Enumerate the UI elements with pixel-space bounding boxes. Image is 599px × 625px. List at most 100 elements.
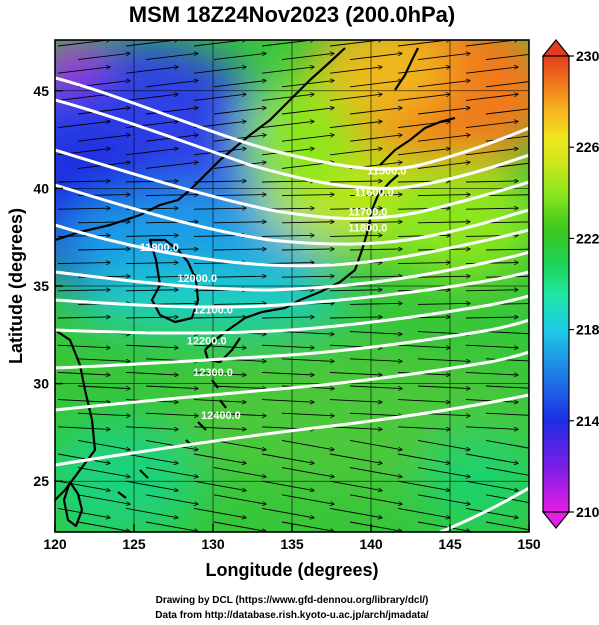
y-tick-label: 35 bbox=[33, 278, 49, 294]
streamline-arrow bbox=[329, 181, 382, 182]
streamline-arrow bbox=[329, 453, 382, 463]
streamline-arrow bbox=[281, 358, 334, 362]
streamline-arrow bbox=[329, 507, 382, 517]
streamline-arrow bbox=[281, 521, 334, 531]
streamline-arrow bbox=[281, 439, 334, 449]
streamline-arrow bbox=[77, 358, 130, 362]
streamline-arrow bbox=[77, 521, 130, 531]
streamline-arrow bbox=[397, 94, 450, 101]
streamline-arrow bbox=[193, 181, 246, 182]
streamline-arrow bbox=[193, 480, 246, 490]
streamline-arrow bbox=[261, 399, 314, 403]
streamline-arrow bbox=[397, 426, 450, 430]
colorbar-tick-label: 230 bbox=[576, 48, 599, 64]
streamline-arrow bbox=[125, 317, 178, 318]
streamline-arrow bbox=[465, 507, 518, 517]
streamline-arrow bbox=[329, 371, 382, 375]
streamline-arrow bbox=[261, 371, 314, 375]
streamline-arrow bbox=[485, 135, 529, 142]
streamline-arrow bbox=[485, 521, 529, 531]
streamline-arrow bbox=[77, 222, 130, 223]
streamline-arrow bbox=[349, 412, 402, 416]
streamline-arrow bbox=[145, 222, 198, 223]
streamline-arrow bbox=[77, 412, 130, 416]
streamline-arrow bbox=[261, 149, 314, 156]
streamline-arrow bbox=[57, 399, 110, 403]
streamline-arrow bbox=[125, 149, 178, 156]
x-tick-label: 125 bbox=[122, 536, 146, 552]
colorbar-scale bbox=[542, 55, 570, 513]
colorbar-bottom-triangle bbox=[541, 511, 571, 529]
streamline-arrow bbox=[77, 494, 130, 504]
streamline-arrow bbox=[465, 263, 518, 264]
streamline-arrow bbox=[261, 453, 314, 463]
x-tick-label: 145 bbox=[438, 536, 462, 552]
streamline-arrow bbox=[193, 67, 246, 74]
contour-label: 11500.0 bbox=[367, 166, 406, 178]
streamline-arrow bbox=[281, 195, 334, 196]
streamline-arrow bbox=[465, 317, 518, 318]
streamline-arrow bbox=[57, 453, 110, 463]
streamline-arrow bbox=[145, 494, 198, 504]
streamline-arrow bbox=[57, 181, 110, 182]
streamline-arrow bbox=[349, 222, 402, 223]
streamline-arrow bbox=[77, 108, 130, 115]
streamline-arrow bbox=[465, 235, 518, 236]
contour-label: 11600.0 bbox=[355, 187, 394, 199]
streamline-arrow bbox=[349, 439, 402, 449]
streamline-arrow bbox=[145, 521, 198, 531]
contour-label: 12200.0 bbox=[187, 336, 227, 348]
streamline-arrow bbox=[57, 371, 110, 375]
streamline-arrow bbox=[77, 53, 130, 61]
streamline-arrow bbox=[417, 494, 470, 504]
streamline-arrow bbox=[349, 303, 402, 304]
streamline-arrow bbox=[349, 53, 402, 61]
streamline-arrow bbox=[281, 135, 334, 142]
streamline-arrow bbox=[349, 135, 402, 142]
streamline-arrow bbox=[145, 108, 198, 115]
contour-label: 12400.0 bbox=[201, 410, 241, 422]
streamline-arrow bbox=[281, 108, 334, 115]
streamline-arrow bbox=[57, 208, 110, 209]
y-tick-label: 40 bbox=[33, 180, 49, 196]
streamline-arrow bbox=[329, 290, 382, 291]
streamline-arrow bbox=[193, 94, 246, 101]
streamline-arrow bbox=[465, 426, 518, 430]
streamline-arrow bbox=[417, 162, 470, 169]
contour-label: 11700.0 bbox=[348, 207, 387, 219]
streamline-arrow bbox=[281, 249, 334, 250]
streamline-arrow bbox=[485, 494, 529, 503]
streamline-arrow bbox=[465, 480, 518, 490]
height-contours bbox=[55, 76, 529, 532]
streamline-arrow bbox=[261, 235, 314, 236]
streamline-arrow bbox=[465, 67, 518, 74]
streamline-arrow bbox=[145, 195, 198, 196]
colorbar-tick-label: 218 bbox=[576, 322, 599, 338]
streamline-arrow bbox=[349, 521, 402, 531]
streamline-arrow bbox=[213, 249, 266, 250]
streamline-arrow bbox=[193, 208, 246, 209]
streamline-arrow bbox=[261, 507, 314, 517]
contour-label: 12100.0 bbox=[193, 304, 233, 316]
streamline-arrow bbox=[485, 467, 529, 476]
streamline-arrow bbox=[213, 521, 266, 531]
streamline-arrow bbox=[261, 121, 314, 129]
streamline-arrow bbox=[349, 331, 402, 335]
streamline-arrow bbox=[349, 494, 402, 504]
streamline-arrow bbox=[57, 426, 110, 430]
streamline-arrow bbox=[397, 344, 450, 348]
streamline-arrow bbox=[349, 81, 402, 88]
colorbar-top-triangle bbox=[541, 39, 571, 57]
streamline-arrow bbox=[329, 121, 382, 129]
streamline-arrow bbox=[397, 399, 450, 403]
streamline-arrow bbox=[349, 358, 402, 362]
streamline-arrow bbox=[213, 303, 266, 304]
streamline-arrow bbox=[349, 195, 402, 196]
streamline-arrow bbox=[417, 222, 470, 223]
y-tick-label: 45 bbox=[33, 83, 49, 99]
streamline-arrow bbox=[465, 453, 518, 463]
streamline-arrow bbox=[261, 480, 314, 490]
streamline-arrow bbox=[77, 385, 130, 389]
colorbar: 210 214 218 222 226 230 bbox=[541, 39, 599, 529]
